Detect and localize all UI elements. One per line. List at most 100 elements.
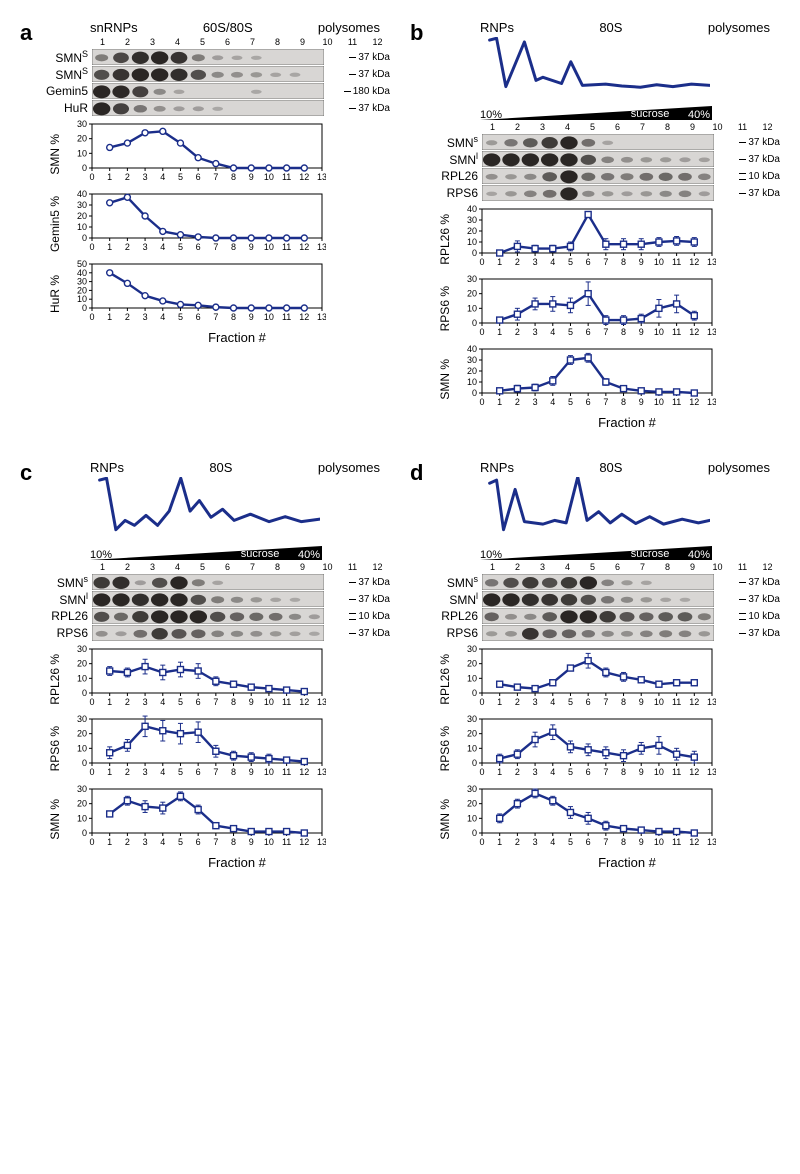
uv-trace: [88, 477, 390, 544]
blot-label: HuR: [44, 101, 92, 115]
panel-a: asnRNPs60S/80Spolysomes123456789101112SM…: [20, 20, 390, 430]
svg-text:12: 12: [299, 312, 309, 322]
svg-text:12: 12: [689, 327, 699, 337]
svg-text:10: 10: [654, 327, 664, 337]
svg-text:5: 5: [178, 767, 183, 777]
svg-text:10: 10: [264, 312, 274, 322]
svg-text:9: 9: [639, 697, 644, 707]
svg-text:8: 8: [231, 242, 236, 252]
svg-text:1: 1: [107, 697, 112, 707]
svg-text:2: 2: [125, 767, 130, 777]
svg-text:7: 7: [603, 257, 608, 267]
svg-text:11: 11: [672, 837, 681, 847]
svg-text:12: 12: [299, 837, 309, 847]
svg-text:30: 30: [467, 275, 477, 284]
mw-label: 37 kDa: [735, 137, 780, 148]
uv-trace: [478, 37, 780, 104]
svg-text:8: 8: [621, 327, 626, 337]
svg-text:0: 0: [82, 233, 87, 243]
svg-text:4: 4: [550, 697, 555, 707]
svg-text:10: 10: [467, 303, 477, 313]
svg-text:4: 4: [550, 397, 555, 407]
blot-row: RPL2610 kDa: [434, 608, 780, 624]
svg-text:7: 7: [603, 767, 608, 777]
mw-label: 37 kDa: [345, 594, 390, 605]
svg-text:30: 30: [77, 785, 87, 794]
svg-text:13: 13: [317, 837, 326, 847]
svg-text:10%: 10%: [480, 549, 502, 560]
western-blot-strip: [482, 591, 735, 607]
svg-text:10: 10: [467, 237, 477, 247]
blot-row: HuR37 kDa: [44, 100, 390, 116]
svg-text:12: 12: [299, 242, 309, 252]
svg-text:10: 10: [264, 697, 274, 707]
svg-text:40: 40: [467, 345, 477, 354]
svg-text:11: 11: [672, 767, 681, 777]
svg-text:4: 4: [160, 312, 165, 322]
svg-text:20: 20: [467, 799, 477, 809]
svg-text:13: 13: [707, 327, 716, 337]
svg-text:30: 30: [467, 355, 477, 365]
line-chart: RPL26 %0102030012345678910111213: [438, 645, 780, 713]
svg-text:30: 30: [467, 785, 477, 794]
svg-text:10: 10: [654, 397, 664, 407]
svg-text:9: 9: [639, 327, 644, 337]
svg-text:10: 10: [654, 697, 664, 707]
svg-text:40: 40: [77, 268, 87, 278]
blot-row: RPS637 kDa: [44, 625, 390, 641]
svg-text:8: 8: [621, 697, 626, 707]
svg-text:8: 8: [621, 397, 626, 407]
chart-ylabel: Gemin5 %: [48, 196, 64, 252]
svg-text:30: 30: [467, 215, 477, 225]
svg-text:10%: 10%: [480, 109, 502, 120]
svg-text:4: 4: [550, 257, 555, 267]
svg-text:20: 20: [77, 659, 87, 669]
blot-label: RPS6: [434, 186, 482, 200]
svg-text:5: 5: [178, 837, 183, 847]
svg-text:3: 3: [533, 327, 538, 337]
svg-text:12: 12: [689, 397, 699, 407]
svg-text:2: 2: [125, 312, 130, 322]
svg-text:10: 10: [264, 172, 274, 182]
svg-text:12: 12: [299, 697, 309, 707]
svg-text:5: 5: [178, 697, 183, 707]
svg-text:12: 12: [299, 767, 309, 777]
blot-label: SMNs: [44, 574, 92, 590]
svg-text:3: 3: [143, 697, 148, 707]
svg-text:3: 3: [533, 257, 538, 267]
svg-text:9: 9: [249, 242, 254, 252]
svg-text:2: 2: [515, 257, 520, 267]
svg-text:7: 7: [213, 767, 218, 777]
svg-text:7: 7: [213, 697, 218, 707]
svg-text:6: 6: [586, 837, 591, 847]
svg-text:3: 3: [533, 397, 538, 407]
svg-text:8: 8: [231, 767, 236, 777]
svg-text:11: 11: [672, 697, 681, 707]
svg-text:2: 2: [515, 697, 520, 707]
western-blot-strip: [482, 134, 735, 150]
svg-text:30: 30: [77, 200, 87, 210]
svg-text:0: 0: [472, 248, 477, 258]
mw-label: 37 kDa: [345, 52, 390, 63]
svg-text:7: 7: [603, 697, 608, 707]
svg-text:13: 13: [317, 767, 326, 777]
svg-text:7: 7: [213, 172, 218, 182]
svg-text:9: 9: [249, 172, 254, 182]
line-chart: SMN %0102030012345678910111213: [438, 785, 780, 853]
svg-text:11: 11: [282, 837, 291, 847]
svg-text:7: 7: [213, 312, 218, 322]
svg-text:4: 4: [160, 172, 165, 182]
western-blot-strip: [482, 574, 735, 590]
svg-text:0: 0: [82, 688, 87, 698]
svg-text:11: 11: [282, 172, 291, 182]
chart-ylabel: SMN %: [438, 799, 454, 840]
svg-text:30: 30: [77, 715, 87, 724]
chart-xlabel: Fraction #: [474, 855, 780, 870]
svg-text:7: 7: [603, 327, 608, 337]
svg-text:13: 13: [317, 697, 326, 707]
svg-text:13: 13: [707, 697, 716, 707]
mw-label: 37 kDa: [735, 154, 780, 165]
blot-label: SMNl: [44, 591, 92, 607]
svg-text:1: 1: [497, 697, 502, 707]
svg-text:0: 0: [89, 172, 94, 182]
